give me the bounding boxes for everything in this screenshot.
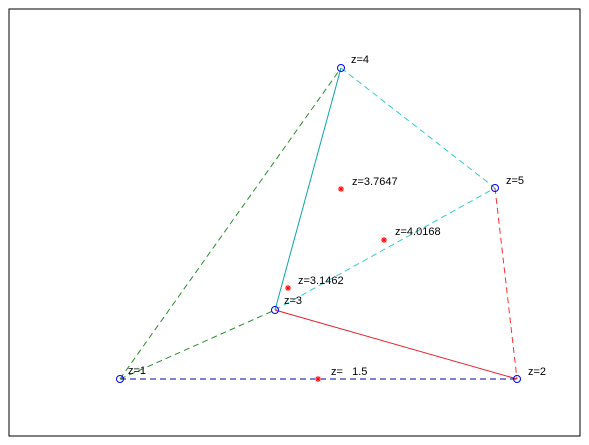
- edge-1-4: [119, 67, 342, 380]
- vertices-layer: [116, 64, 521, 383]
- centroid-label-c134: z=3.1462: [298, 275, 344, 287]
- edge-3-2: [274, 309, 518, 380]
- labels-layer: z= 1.5 z=3.1462 z=3.7647 z=4.0168 z=1 z=2 z=3 z…: [128, 54, 546, 378]
- centroid-label-c12: z= 1.5: [331, 366, 367, 378]
- vertex-label-5: z=5: [506, 175, 524, 187]
- vertex-label-4: z=4: [351, 54, 369, 66]
- asterisk-icon: [285, 285, 291, 291]
- asterisk-icon: [315, 376, 321, 382]
- asterisk-icon: [338, 186, 344, 192]
- asterisk-icon: [381, 237, 387, 243]
- edges-layer: [119, 67, 518, 380]
- vertex-marker-icon: [337, 64, 345, 72]
- edge-3-5: [274, 187, 496, 311]
- vertex-marker-icon: [491, 184, 499, 192]
- vertex-label-1: z=1: [128, 365, 146, 377]
- vertex-marker-icon: [271, 306, 279, 314]
- edge-4-5: [340, 67, 496, 189]
- vertex-marker-icon: [116, 375, 124, 383]
- centroid-label-c345: z=3.7647: [352, 176, 398, 188]
- plot-frame: [8, 8, 581, 437]
- edge-5-2: [494, 187, 518, 380]
- vertex-label-3: z=3: [284, 295, 302, 307]
- edge-3-4: [274, 67, 342, 311]
- vertex-label-2: z=2: [528, 366, 546, 378]
- edge-1-3: [119, 309, 276, 380]
- vertex-marker-icon: [513, 375, 521, 383]
- centroids-layer: [285, 186, 387, 382]
- centroid-label-c235: z=4.0168: [395, 226, 441, 238]
